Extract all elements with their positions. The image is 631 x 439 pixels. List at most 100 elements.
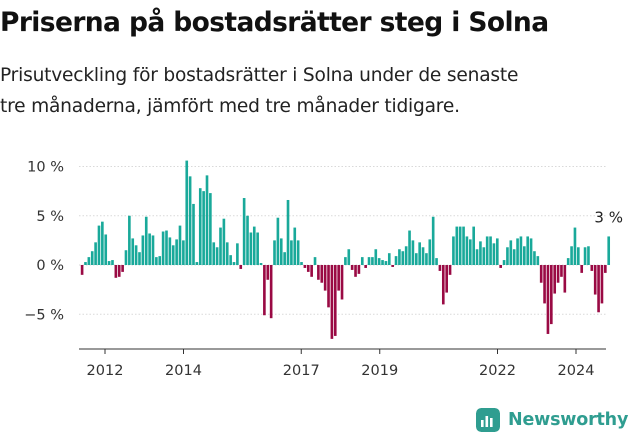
bar: [178, 225, 182, 265]
bar: [387, 253, 391, 265]
bar: [421, 247, 425, 265]
x-tick-label: 2017: [283, 363, 320, 379]
bar: [124, 250, 128, 265]
bar: [499, 265, 502, 268]
bar: [327, 265, 330, 308]
bar: [529, 238, 533, 265]
bar: [340, 265, 344, 300]
bar: [317, 265, 320, 280]
bar: [320, 265, 324, 283]
bar: [313, 257, 317, 265]
bar: [232, 262, 236, 265]
bar: [97, 225, 101, 265]
bar: [148, 233, 151, 265]
bar: [293, 227, 297, 265]
bar: [590, 265, 594, 271]
bar: [259, 263, 263, 265]
newsworthy-logo-icon: [476, 408, 500, 432]
bar: [347, 249, 351, 265]
bar: [404, 246, 408, 265]
bar: [151, 235, 155, 265]
bar: [310, 265, 313, 277]
bar: [401, 251, 405, 265]
bar: [391, 265, 394, 267]
bar: [131, 238, 135, 265]
bar: [239, 265, 243, 269]
bar: [566, 258, 570, 265]
x-tick-label: 2014: [165, 363, 202, 379]
last-value-label: 3 %: [594, 208, 623, 226]
bar: [462, 226, 465, 265]
bar: [533, 251, 536, 265]
bar: [394, 256, 398, 265]
bar: [222, 218, 226, 265]
bar: [485, 236, 489, 265]
bar: [263, 265, 266, 316]
bar: [374, 249, 378, 265]
bar: [445, 265, 448, 293]
bar: [560, 265, 563, 277]
bar: [283, 252, 286, 265]
bar: [215, 247, 219, 265]
x-tick-label: 2019: [361, 363, 398, 379]
bar: [141, 235, 145, 265]
bar: [333, 265, 337, 336]
bar: [435, 258, 438, 265]
bar: [87, 257, 91, 265]
bar: [577, 247, 580, 265]
bar: [337, 265, 340, 291]
bar: [171, 245, 175, 265]
bar: [155, 257, 158, 265]
bar: [475, 249, 479, 265]
bar: [323, 265, 327, 291]
bar: [276, 217, 280, 265]
bar: [506, 247, 509, 265]
bar: [597, 265, 600, 313]
bar: [607, 236, 611, 265]
bar: [604, 265, 607, 273]
bar: [550, 265, 553, 325]
bar: [205, 175, 209, 265]
bar: [371, 257, 374, 265]
chart-subtitle-line-1: Prisutveckling för bostadsrätter i Solna…: [0, 65, 519, 86]
bar: [306, 265, 310, 272]
bar: [539, 265, 543, 283]
bar: [360, 257, 364, 265]
bar: [441, 265, 445, 305]
bar: [144, 216, 148, 265]
bar: [523, 246, 526, 265]
bar: [114, 265, 118, 278]
x-tick-label: 2012: [87, 363, 124, 379]
bar: [546, 265, 550, 334]
bar: [377, 258, 381, 265]
bar: [188, 176, 192, 265]
y-axis-labels: 10 % 5 % 0 % −5 %: [24, 160, 64, 324]
bar: [553, 265, 557, 294]
bar: [182, 240, 185, 266]
bar: [219, 227, 222, 265]
bar: [303, 265, 307, 268]
bar: [414, 253, 418, 265]
bar: [296, 240, 300, 266]
bar: [587, 246, 590, 265]
bar: [354, 265, 357, 277]
bar: [121, 265, 124, 272]
bar: [448, 265, 452, 275]
bar: [367, 257, 371, 265]
bar: [249, 232, 253, 265]
bar: [300, 262, 303, 265]
bar: [468, 239, 472, 265]
bar: [225, 242, 229, 265]
bar: [543, 265, 546, 304]
bar: [384, 261, 388, 265]
x-tick-label: 2022: [479, 363, 516, 379]
bar: [256, 232, 259, 265]
bar: [438, 265, 442, 271]
bar: [583, 247, 587, 265]
chart-subtitle-line-2: tre månaderna, jämfört med tre månader t…: [0, 96, 460, 117]
bar: [350, 265, 354, 270]
bar: [357, 265, 361, 274]
y-tick-label: −5 %: [24, 307, 64, 323]
bar: [198, 188, 202, 265]
bar: [212, 242, 216, 265]
